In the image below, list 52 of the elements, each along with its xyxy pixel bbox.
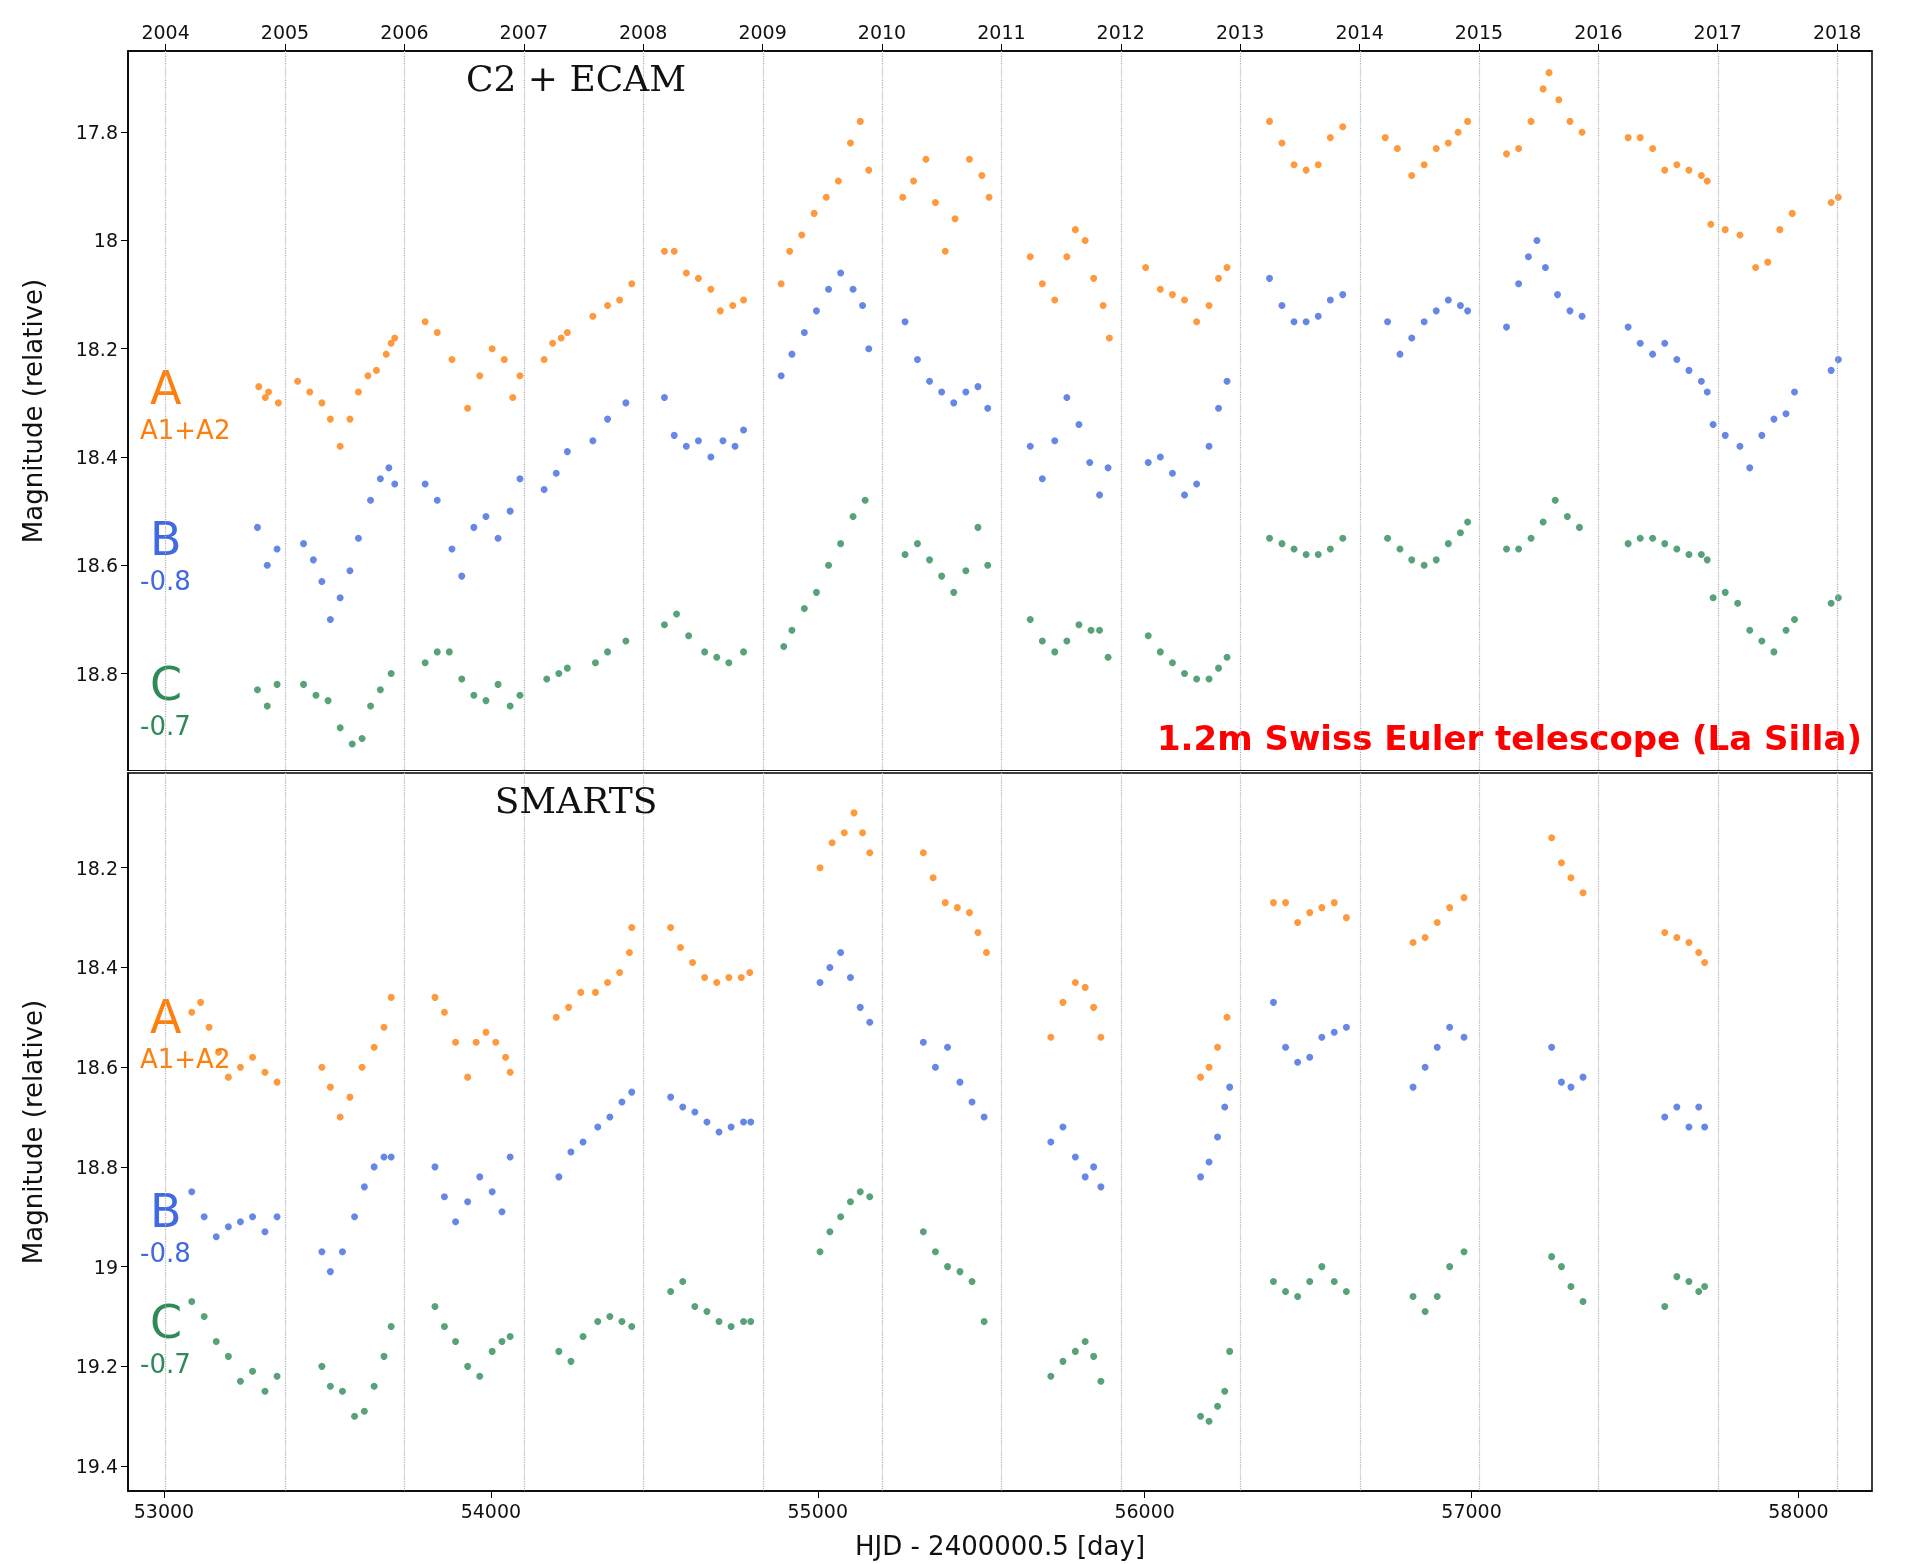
chart-title: SMARTS [494,779,658,821]
x2-tick-label: 2017 [1693,20,1742,43]
annotation: A1+A2 [140,1043,231,1074]
x2-tick-label: 2008 [619,20,668,43]
x2-tick-label: 2014 [1335,20,1384,43]
chart-title: C2 + ECAM [465,57,687,99]
y-tick-label: 18.2 [75,337,118,360]
x2-tick-label: 2016 [1574,20,1623,43]
y-tick-label: 19.2 [75,1355,118,1378]
series-label: A [150,360,182,415]
y-tick-label: 18.6 [75,554,118,577]
x2-tick-label: 2010 [857,20,907,43]
x-tick-label: 55000 [787,1499,848,1522]
y-tick-label: 18.4 [75,446,118,469]
x2-tick-label: 2011 [977,20,1026,43]
y-tick-label: 18.6 [75,1056,118,1079]
x-tick-label: 54000 [460,1499,522,1522]
x2-tick-label: 2004 [141,20,190,43]
x-axis-title: HJD - 2400000.5 [day] [854,1531,1146,1561]
x2-tick-label: 2009 [738,20,787,43]
x2-tick-label: 2007 [499,20,548,43]
annotation: -0.8 [140,566,191,597]
annotation: -0.7 [140,1348,191,1379]
annotation: -0.7 [140,711,191,742]
annotation: A1+A2 [140,414,231,445]
y-tick-label: 18.8 [75,1155,118,1178]
series-label: B [150,1184,182,1239]
x2-tick-label: 2006 [380,20,429,43]
y-axis-title: Magnitude (relative) [18,278,48,544]
y-tick-label: 18 [93,229,118,252]
x-tick-label: 57000 [1441,1499,1502,1522]
x2-tick-label: 2015 [1454,20,1504,43]
y-tick-label: 17.8 [75,121,118,144]
y-tick-label: 18.4 [75,956,118,979]
y-tick-label: 18.8 [75,662,118,685]
series-label: B [150,512,182,567]
x-tick-label: 56000 [1114,1499,1175,1522]
x-tick-label: 53000 [133,1499,195,1522]
x2-tick-label: 2013 [1215,20,1265,43]
x2-tick-label: 2018 [1812,20,1862,43]
y-axis-title: Magnitude (relative) [18,999,48,1265]
x-tick-label: 58000 [1768,1499,1829,1522]
y-tick-label: 19.4 [75,1455,118,1478]
series-label: A [150,989,182,1044]
y-tick-label: 18.2 [75,856,118,879]
annotation: 1.2m Swiss Euler telescope (La Silla) [1156,718,1863,758]
x2-tick-label: 2012 [1096,20,1145,43]
series-label: C [150,657,183,712]
y-tick-label: 19 [93,1255,118,1278]
annotation: -0.8 [140,1238,191,1269]
x2-tick-label: 2005 [260,20,310,43]
series-label: C [150,1294,183,1349]
